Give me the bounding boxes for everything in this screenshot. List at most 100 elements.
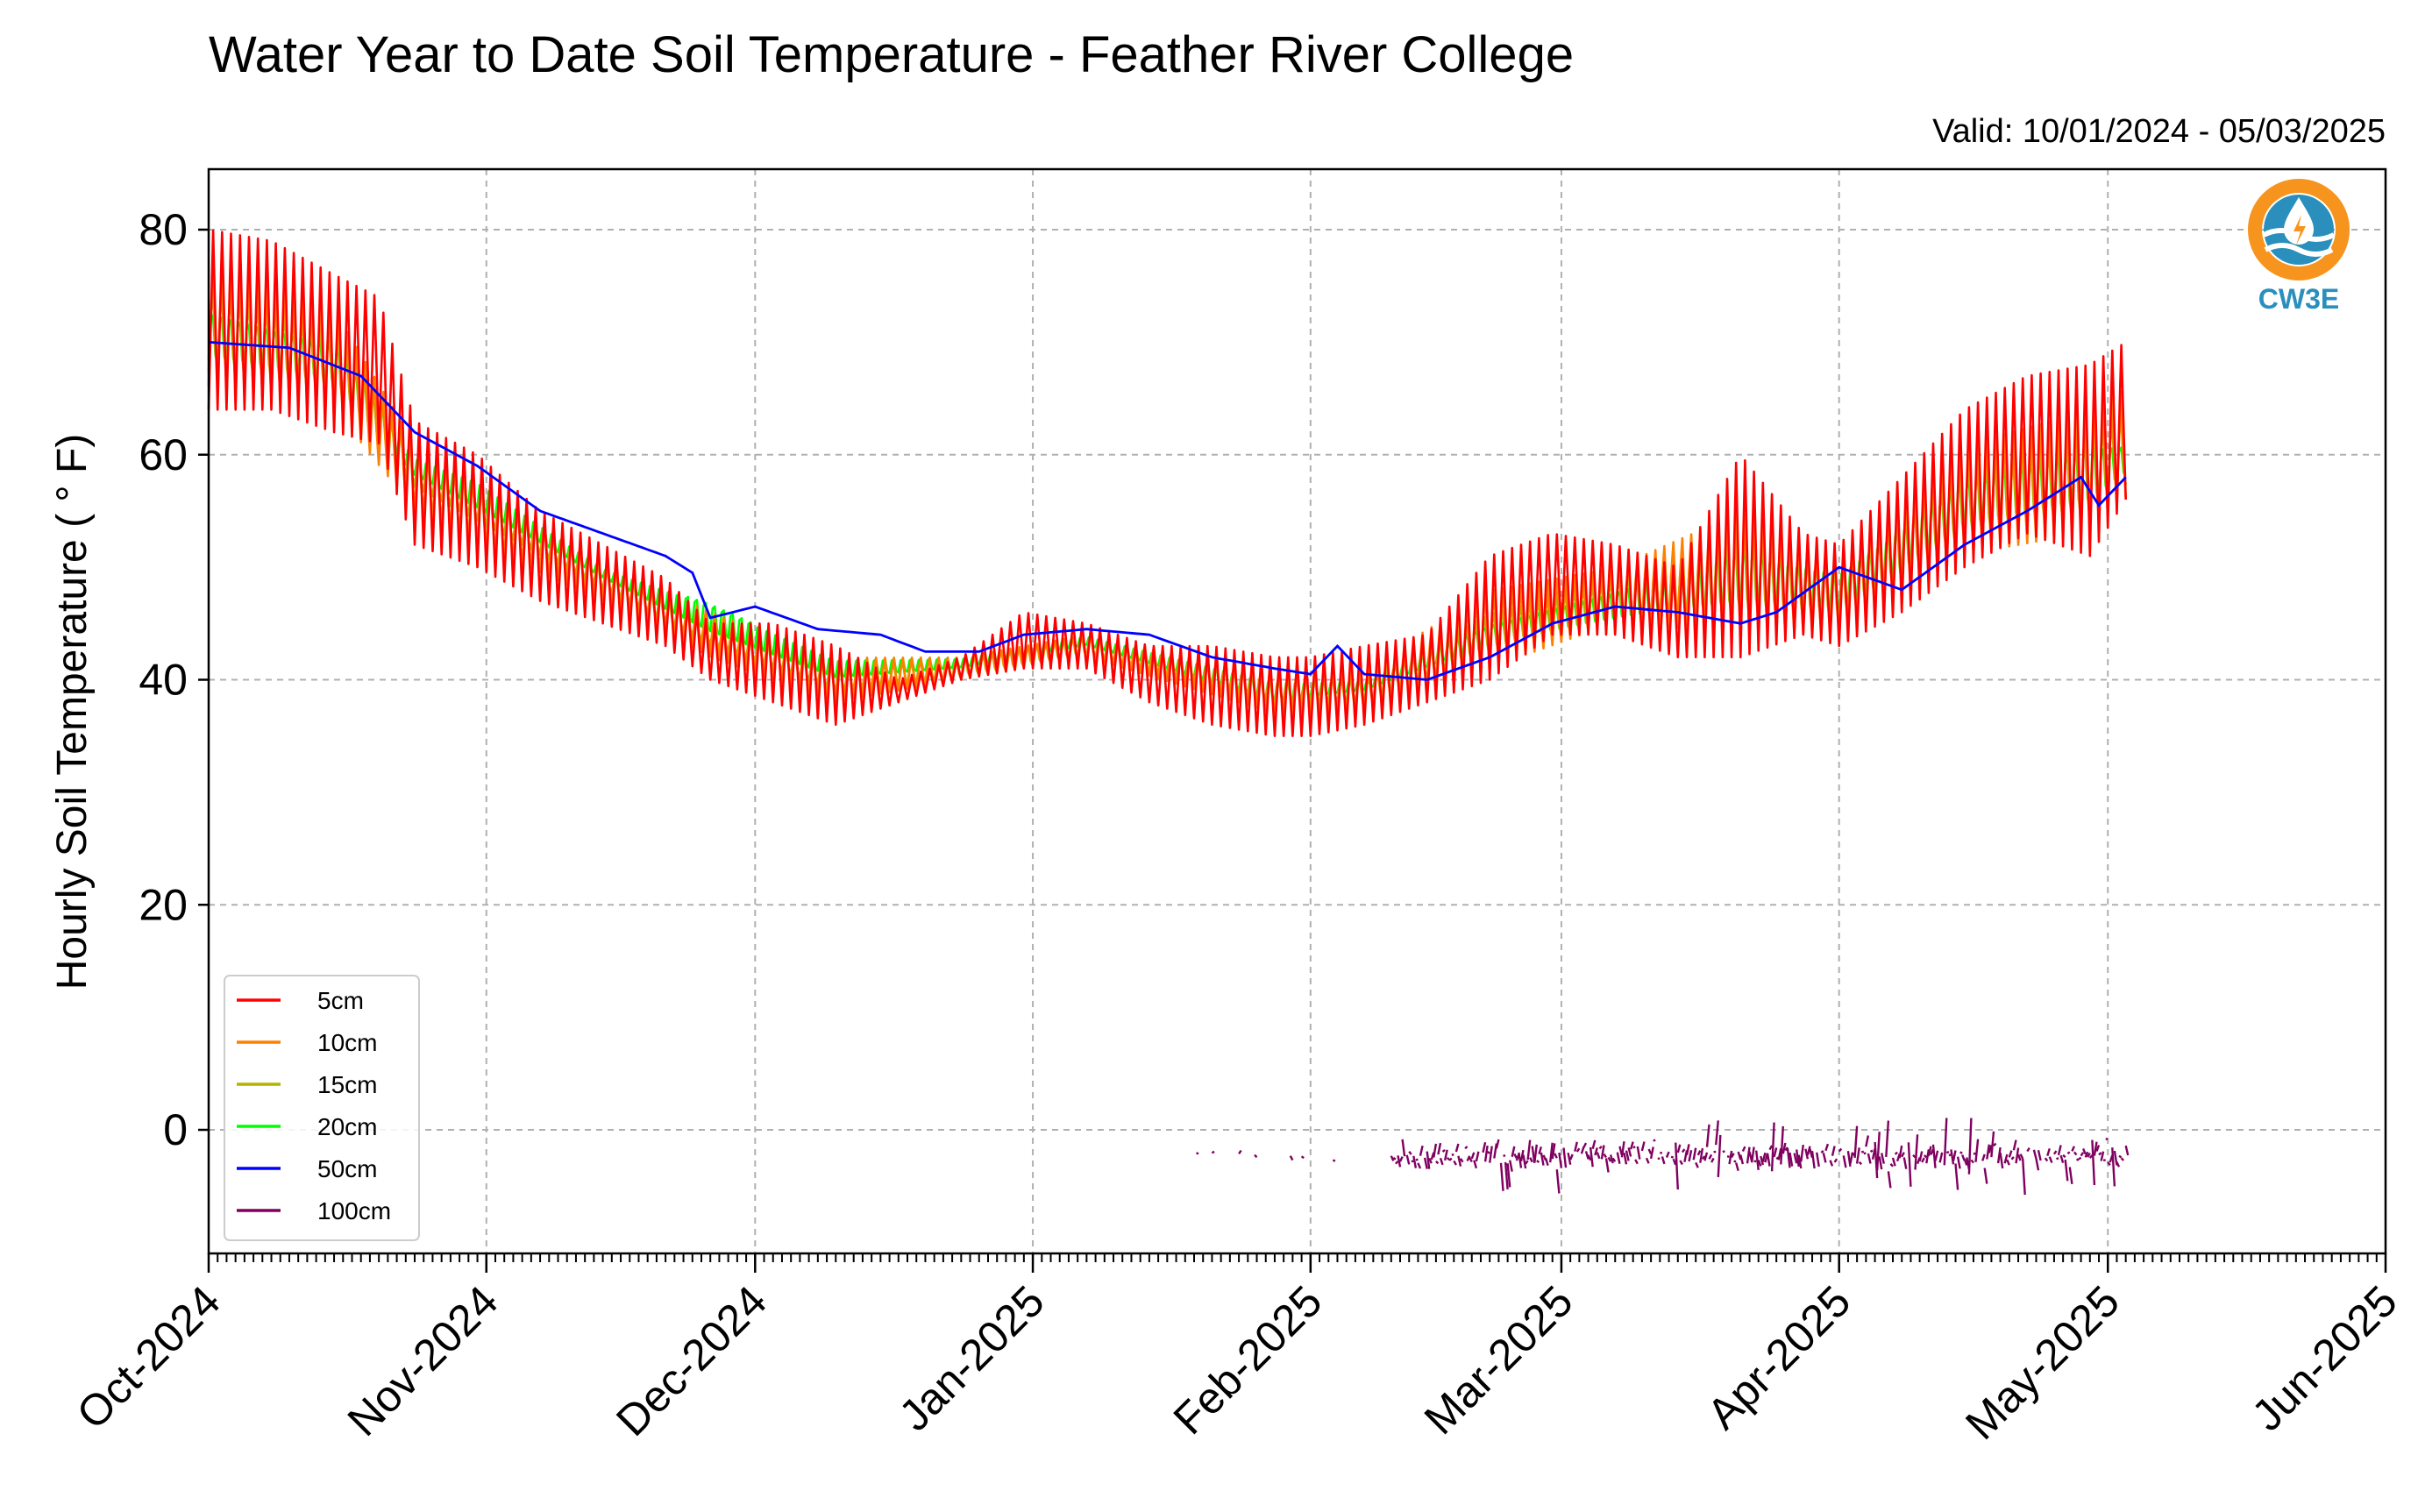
series-100cm-segment	[1645, 1157, 1650, 1164]
y-tick-label: 40	[139, 656, 188, 705]
series-100cm-segment	[1441, 1148, 1446, 1153]
series-100cm-segment	[2091, 1139, 2096, 1186]
series-100cm-segment	[1739, 1154, 1745, 1165]
series-100cm-segment	[1820, 1149, 1824, 1154]
series-100cm-segment	[1629, 1141, 1634, 1150]
series-100cm-segment	[2046, 1147, 2051, 1156]
series-100cm-segment	[1574, 1141, 1578, 1152]
series-100cm-segment	[1412, 1155, 1418, 1168]
axis-ticks: 0 20 40 60 80 Oct-2024 Nov-2024 Dec-2024 Jan-202…	[68, 205, 2407, 1449]
series-100cm-segment	[1598, 1145, 1603, 1150]
series-100cm-segment	[1504, 1161, 1509, 1189]
legend: 5cm 10cm 15cm 20cm 50cm 100cm	[224, 975, 420, 1241]
series-100cm-segment	[1533, 1144, 1538, 1163]
series-100cm-segment	[1616, 1152, 1621, 1164]
series-100cm-segment	[1914, 1134, 1919, 1170]
series-100cm-segment	[1967, 1118, 1973, 1175]
series-100cm-segment	[2107, 1161, 2111, 1167]
series-100cm-segment	[1607, 1156, 1612, 1162]
series-100cm-segment	[1853, 1125, 1859, 1158]
legend-label-20cm: 20cm	[317, 1113, 377, 1140]
series-100cm-segment	[1959, 1151, 1963, 1154]
series-100cm-segment	[1538, 1146, 1543, 1155]
series-100cm-segment	[1786, 1147, 1791, 1168]
series-100cm-segment	[1986, 1144, 1990, 1160]
series-100cm-segment	[1486, 1150, 1490, 1154]
series-100cm-segment	[1907, 1142, 1912, 1187]
series-100cm-segment	[2057, 1145, 2062, 1156]
series-100cm-segment	[1518, 1152, 1523, 1168]
plot-frame	[207, 167, 2387, 1255]
x-tick-label: May-2025	[1956, 1276, 2129, 1449]
series-100cm-segment	[1636, 1146, 1641, 1160]
series-100cm-segment	[1867, 1153, 1872, 1164]
series-100cm-segment	[1705, 1124, 1710, 1147]
series-100cm-segment	[1300, 1155, 1305, 1160]
y-tick-label: 60	[139, 430, 188, 479]
series-100cm-segment	[1918, 1151, 1924, 1161]
series-100cm-segment	[1927, 1146, 1932, 1157]
series-100cm-segment	[1603, 1153, 1608, 1159]
series-100cm-segment	[1797, 1154, 1803, 1169]
series-100cm-segment	[1562, 1147, 1568, 1168]
series-100cm-segment	[1611, 1157, 1617, 1162]
data-series	[207, 229, 2130, 1196]
legend-label-10cm: 10cm	[317, 1029, 377, 1056]
series-100cm-segment	[1945, 1150, 1950, 1154]
series-100cm-segment	[2078, 1156, 2082, 1161]
series-100cm-segment	[1999, 1152, 2004, 1169]
series-line-5cm	[207, 229, 2127, 737]
series-100cm-segment	[1392, 1156, 1397, 1161]
series-100cm-segment	[2066, 1151, 2071, 1154]
series-100cm-segment	[1417, 1162, 1422, 1169]
series-line-100cm	[1196, 1118, 2130, 1196]
series-100cm-segment	[1509, 1160, 1513, 1172]
series-100cm-segment	[1506, 1163, 1511, 1188]
series-100cm-segment	[1842, 1155, 1847, 1168]
series-100cm-segment	[1761, 1152, 1767, 1162]
x-tick-label: Dec-2024	[607, 1276, 776, 1445]
series-100cm-segment	[1459, 1158, 1464, 1163]
series-100cm-segment	[1715, 1120, 1719, 1146]
series-100cm-segment	[1661, 1156, 1666, 1165]
series-100cm-segment	[1838, 1147, 1843, 1153]
series-100cm-segment	[1544, 1157, 1549, 1167]
series-100cm-segment	[1822, 1153, 1827, 1163]
series-100cm-segment	[1681, 1148, 1686, 1154]
series-100cm-segment	[2093, 1141, 2098, 1156]
legend-label-15cm: 15cm	[317, 1071, 377, 1098]
series-100cm-segment	[1609, 1154, 1614, 1164]
series-100cm-segment	[1580, 1146, 1585, 1154]
series-100cm-segment	[1600, 1145, 1605, 1160]
series-100cm-segment	[1428, 1157, 1433, 1164]
series-100cm-segment	[2088, 1154, 2094, 1159]
series-100cm-segment	[2032, 1149, 2038, 1160]
series-100cm-segment	[1865, 1135, 1870, 1147]
series-100cm-segment	[1623, 1152, 1628, 1165]
series-100cm-segment	[1475, 1151, 1480, 1162]
x-tick-label: Oct-2024	[68, 1276, 230, 1438]
series-100cm-segment	[1649, 1146, 1654, 1160]
series-100cm-segment	[1831, 1146, 1836, 1156]
series-100cm-segment	[1829, 1160, 1834, 1167]
series-100cm-segment	[2116, 1161, 2121, 1168]
series-100cm-segment	[1710, 1157, 1715, 1163]
series-100cm-segment	[1640, 1141, 1646, 1152]
series-100cm-segment	[1551, 1143, 1556, 1160]
series-100cm-segment	[1858, 1161, 1863, 1166]
series-100cm-segment	[2098, 1152, 2102, 1156]
x-tick-label: Jan-2025	[890, 1276, 1054, 1440]
series-100cm-segment	[1701, 1155, 1706, 1161]
series-100cm-segment	[1773, 1147, 1778, 1158]
series-100cm-segment	[1784, 1146, 1789, 1152]
series-100cm-segment	[1806, 1146, 1811, 1156]
series-100cm-segment	[1875, 1132, 1881, 1171]
series-100cm-segment	[2015, 1147, 2020, 1164]
series-100cm-segment	[2006, 1159, 2010, 1166]
series-100cm-segment	[1587, 1154, 1592, 1161]
series-100cm-segment	[1435, 1161, 1440, 1165]
series-100cm-segment	[1439, 1157, 1444, 1166]
series-100cm-segment	[1757, 1159, 1762, 1167]
series-100cm-segment	[2022, 1158, 2026, 1196]
series-100cm-segment	[1454, 1143, 1460, 1153]
